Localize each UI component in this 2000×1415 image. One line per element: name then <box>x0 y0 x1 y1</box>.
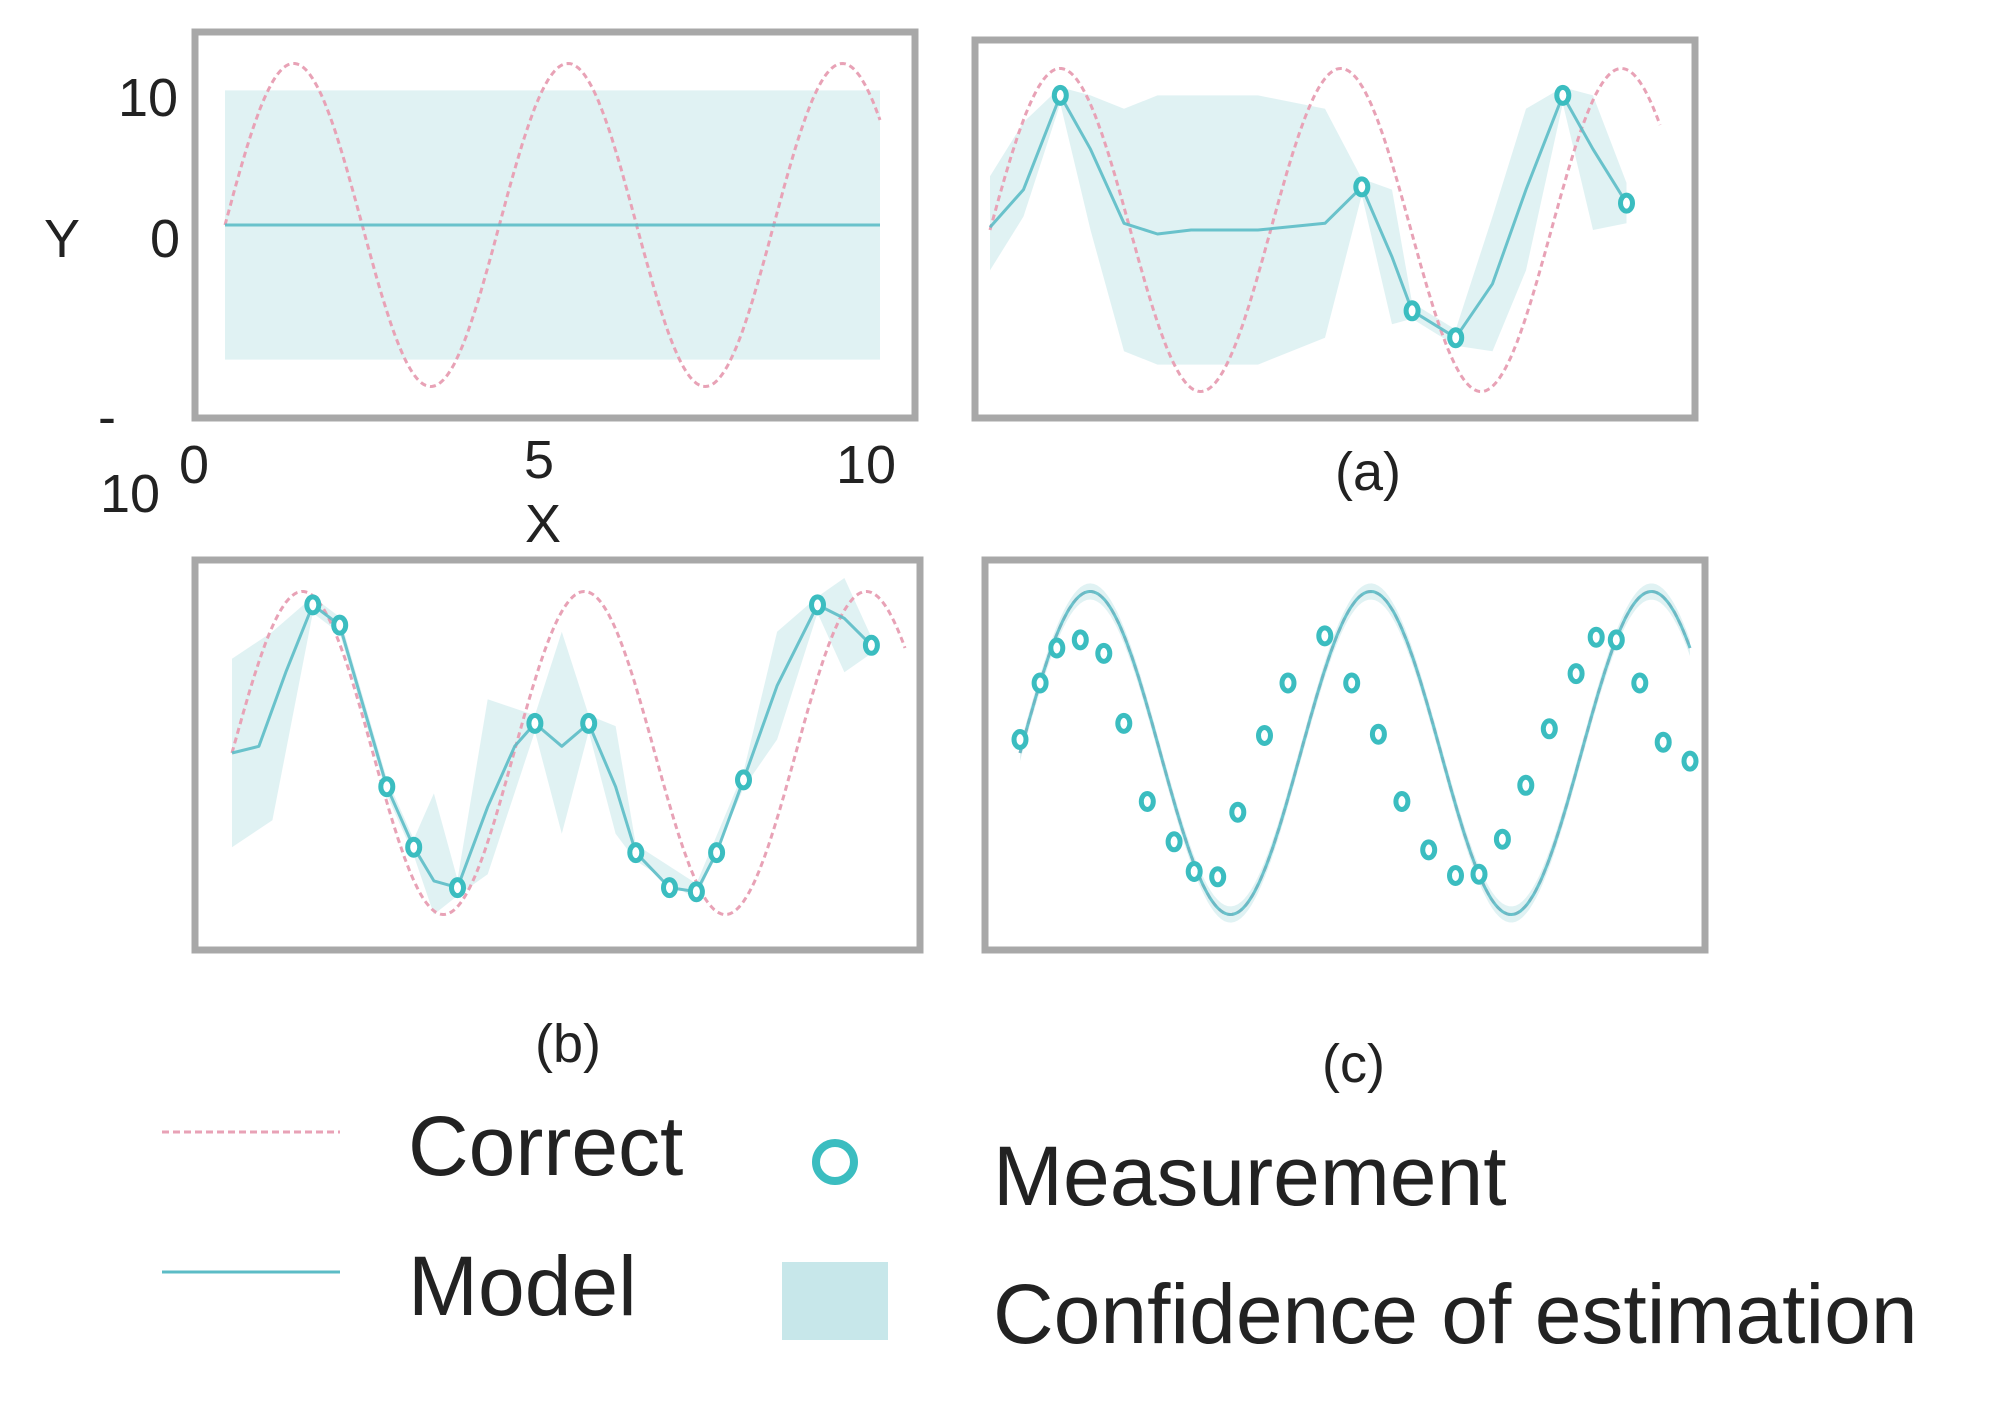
measurement-point <box>1403 300 1421 322</box>
measurement-point <box>708 842 726 864</box>
y-tick-label: 10 <box>100 464 160 524</box>
measurement-point <box>1517 774 1535 796</box>
y-tick-label: 10 <box>118 68 178 128</box>
measurement-point <box>1185 861 1203 882</box>
confidence-band <box>232 578 872 915</box>
measurement-point <box>809 594 826 616</box>
correct-curve <box>223 61 882 389</box>
measurement-point <box>1071 629 1089 651</box>
measurement-point <box>1165 831 1183 853</box>
measurement-point <box>1229 801 1247 823</box>
measurement-point <box>687 881 705 903</box>
measurement-point <box>1115 712 1133 734</box>
panel-caption-a: (a) <box>1335 442 1401 502</box>
y-tick-label: 0 <box>150 209 180 269</box>
measurement-point <box>1631 672 1649 694</box>
measurement-point <box>1279 672 1297 694</box>
measurement-point <box>1447 865 1464 886</box>
measurement-point <box>526 712 544 734</box>
measurement-point <box>661 877 678 899</box>
legend-measurement-label: Measurement <box>993 1129 1507 1223</box>
measurement-point <box>378 776 396 798</box>
measurement-point <box>1420 839 1438 861</box>
measurement-point <box>1138 791 1156 812</box>
measurement-point <box>1353 176 1371 198</box>
measurement-point <box>1681 750 1699 772</box>
legend-measurement-marker <box>812 1139 858 1185</box>
measurement-point <box>1447 327 1465 349</box>
measurement-point <box>1369 723 1387 745</box>
correct-curve <box>230 589 907 917</box>
measurement-point <box>1051 84 1069 106</box>
measurement-point <box>627 842 645 864</box>
measurement-point <box>1316 625 1334 647</box>
measurement-point <box>1031 672 1049 694</box>
measurement-point <box>331 614 349 636</box>
measurement-point <box>1607 629 1625 651</box>
measurement-point <box>735 769 752 791</box>
y-axis-label: Y <box>44 209 80 269</box>
panel-caption-c: (c) <box>1322 1034 1385 1094</box>
measurement-point <box>1654 731 1672 753</box>
measurement-point <box>1540 718 1558 740</box>
measurement-point <box>304 594 322 616</box>
measurement-point <box>1618 192 1635 214</box>
y-tick-label: - <box>98 387 116 447</box>
measurement-point <box>1567 663 1585 685</box>
model-curve <box>1018 590 1692 916</box>
x-axis-label: X <box>525 494 561 554</box>
x-tick-label: 10 <box>836 435 896 495</box>
measurement-point <box>1470 863 1488 885</box>
legend-correct-label: Correct <box>408 1099 683 1193</box>
confidence-band <box>1020 583 1690 923</box>
measurement-point <box>1393 791 1411 812</box>
measurement-point <box>449 877 466 899</box>
measurement-point <box>1095 642 1113 664</box>
correct-curve <box>988 66 1662 394</box>
measurement-point <box>1048 637 1066 659</box>
legend-model-label: Model <box>408 1239 637 1333</box>
measurement-point <box>580 712 598 734</box>
model-curve <box>988 93 1628 340</box>
x-tick-label: 0 <box>179 435 209 495</box>
legend-confidence-label: Confidence of estimation <box>993 1267 1918 1361</box>
measurement-point <box>1343 672 1361 694</box>
measurement-point <box>1493 828 1511 850</box>
measurement-point <box>1554 84 1572 106</box>
measurement-point <box>1011 729 1029 750</box>
legend-confidence-swatch <box>782 1262 888 1340</box>
measurement-point <box>1587 626 1605 648</box>
measurement-point <box>1209 866 1227 888</box>
x-tick-label: 5 <box>524 430 554 490</box>
panel-caption-b: (b) <box>535 1014 601 1074</box>
measurement-point <box>862 634 880 656</box>
measurement-point <box>1256 725 1273 746</box>
measurement-point <box>405 836 423 858</box>
plot-layer <box>223 61 1699 923</box>
